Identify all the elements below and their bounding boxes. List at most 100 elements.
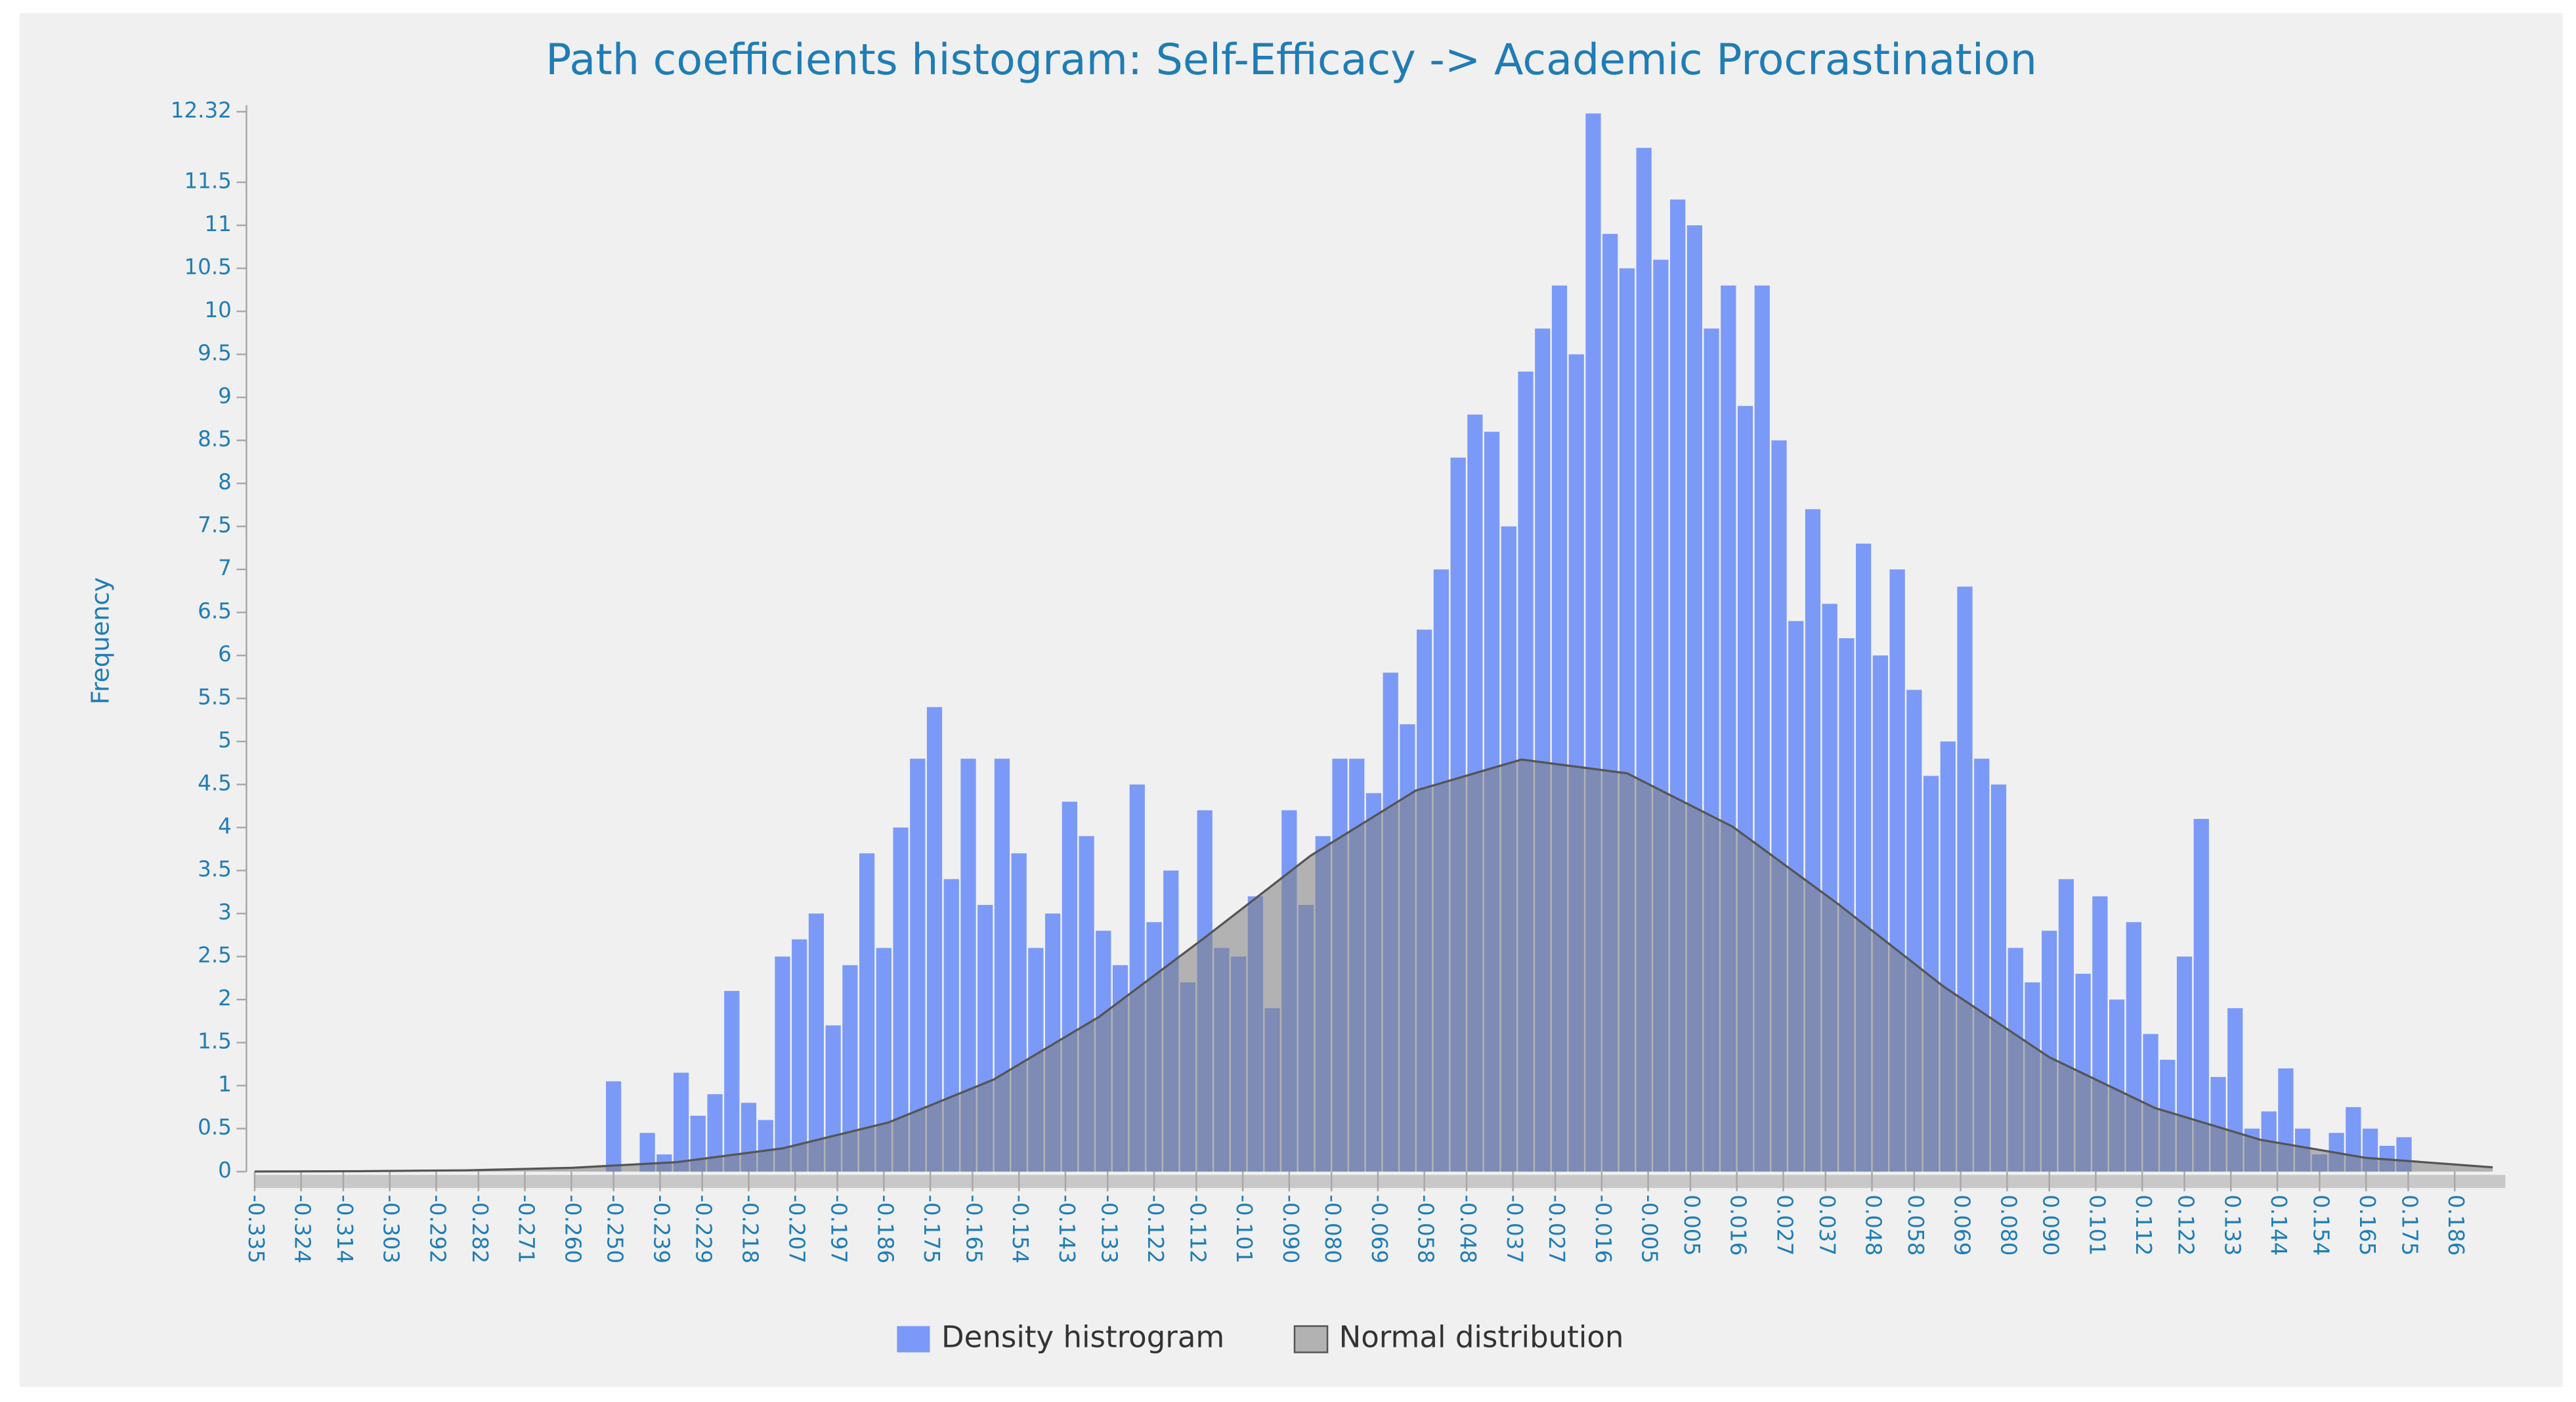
histogram-bar <box>876 948 891 1172</box>
histogram-bar <box>690 1116 706 1172</box>
histogram-bar <box>994 758 1010 1172</box>
histogram-bar <box>639 1133 655 1172</box>
x-tick-label: 0.122 <box>2174 1194 2199 1256</box>
y-tick-label: 0.5 <box>198 1115 232 1140</box>
x-tick-label: -0.005 <box>1637 1194 1662 1263</box>
histogram-bar <box>842 965 858 1172</box>
y-tick-label: 3.5 <box>198 857 232 882</box>
x-tick-label: -0.271 <box>514 1194 539 1263</box>
y-tick-label: 6 <box>218 642 232 667</box>
x-tick-label: 0.101 <box>2084 1194 2109 1256</box>
x-tick-label: 0.090 <box>2038 1194 2063 1256</box>
y-tick-label: 7 <box>218 556 232 581</box>
x-tick-label: -0.250 <box>603 1194 628 1263</box>
x-tick-label: 0.186 <box>2443 1194 2468 1256</box>
x-tick-label: -0.027 <box>1544 1194 1569 1263</box>
x-tick-label: 0.165 <box>2355 1194 2380 1256</box>
histogram-bar <box>926 707 943 1172</box>
x-tick-label: 0.133 <box>2220 1194 2244 1256</box>
x-tick-label: 0.027 <box>1772 1194 1797 1256</box>
x-tick-label: 0.112 <box>2131 1194 2156 1256</box>
legend-swatch <box>897 1326 930 1353</box>
x-tick-label: -0.282 <box>467 1194 492 1263</box>
histogram-bar <box>707 1094 723 1172</box>
x-tick-label: -0.080 <box>1320 1194 1345 1263</box>
x-tick-label: 0.154 <box>2308 1194 2333 1256</box>
distribution-area <box>254 759 2493 1172</box>
x-tick-label: -0.186 <box>872 1194 897 1263</box>
x-tick-label: -0.260 <box>560 1194 585 1263</box>
y-tick-label: 11.5 <box>184 169 231 194</box>
x-tick-label: 0.175 <box>2397 1194 2422 1256</box>
y-tick-label: 12.32 <box>171 98 232 123</box>
plot-area: 00.511.522.533.544.555.566.577.588.599.5… <box>171 98 2506 1354</box>
y-tick-label: 4.5 <box>198 771 232 796</box>
x-tick-label: 0.080 <box>1996 1194 2021 1256</box>
x-tick-label: -0.335 <box>244 1194 268 1263</box>
x-tick-label: 0.069 <box>1950 1194 1975 1256</box>
x-tick-label: -0.175 <box>919 1194 944 1263</box>
y-tick-label: 9 <box>218 383 232 408</box>
histogram-bar <box>808 913 825 1172</box>
x-tick-label: 0.144 <box>2266 1194 2291 1256</box>
x-tick-label: -0.207 <box>784 1194 809 1263</box>
y-tick-label: 10.5 <box>184 255 231 280</box>
x-tick-label: -0.037 <box>1502 1194 1527 1263</box>
y-tick-label: 2.5 <box>198 943 232 968</box>
y-tick-label: 4 <box>218 814 232 839</box>
y-tick-label: 8 <box>218 470 232 494</box>
histogram-bar <box>724 991 740 1172</box>
x-tick-label: -0.197 <box>826 1194 851 1263</box>
x-tick-label: -0.218 <box>737 1194 762 1263</box>
x-tick-label: -0.143 <box>1054 1194 1079 1263</box>
x-tick-label: -0.101 <box>1232 1194 1256 1263</box>
histogram-bar <box>960 758 976 1172</box>
x-tick-label: 0.016 <box>1726 1194 1751 1256</box>
y-tick-label: 0 <box>218 1158 232 1183</box>
x-tick-label: -0.154 <box>1008 1194 1033 1263</box>
y-tick-label: 1.5 <box>198 1029 232 1054</box>
x-tick-label: -0.303 <box>379 1194 404 1263</box>
x-tick-label: -0.069 <box>1367 1194 1392 1263</box>
y-tick-label: 5.5 <box>198 685 232 710</box>
x-axis-band <box>254 1175 2506 1189</box>
y-tick-label: 9.5 <box>198 341 232 366</box>
x-tick-label: -0.112 <box>1185 1194 1210 1263</box>
y-tick-label: 7.5 <box>198 513 232 538</box>
histogram-bar <box>792 939 807 1172</box>
y-tick-label: 8.5 <box>198 427 232 452</box>
x-tick-label: -0.324 <box>290 1194 315 1263</box>
x-tick-label: -0.090 <box>1278 1194 1303 1263</box>
x-tick-label: -0.239 <box>649 1194 674 1263</box>
x-tick-label: -0.048 <box>1455 1194 1480 1263</box>
y-tick-label: 3 <box>218 900 232 925</box>
legend-swatch <box>1293 1325 1329 1353</box>
y-tick-label: 6.5 <box>198 599 232 624</box>
y-tick-label: 2 <box>218 986 232 1011</box>
y-tick-label: 10 <box>204 297 231 322</box>
histogram-bar <box>673 1072 689 1172</box>
chart-title: Path coefficients histogram: Self-Effica… <box>546 35 2037 85</box>
legend-label: Density histrogram <box>941 1319 1224 1354</box>
y-tick-label: 5 <box>218 728 232 753</box>
x-tick-label: 0.037 <box>1814 1194 1839 1256</box>
y-axis-label: Frequency <box>86 577 115 705</box>
x-tick-label: -0.122 <box>1143 1194 1168 1263</box>
x-tick-label: 0.005 <box>1679 1194 1704 1256</box>
histogram-bar <box>775 956 790 1172</box>
histogram-bar <box>910 758 926 1172</box>
x-tick-label: -0.016 <box>1591 1194 1616 1263</box>
x-tick-label: -0.229 <box>691 1194 716 1263</box>
x-tick-label: 0.048 <box>1861 1194 1886 1256</box>
y-tick-label: 1 <box>218 1072 232 1097</box>
y-tick-label: 11 <box>204 211 231 236</box>
histogram-bar <box>606 1081 622 1172</box>
histogram-bar <box>2193 819 2209 1172</box>
x-tick-label: -0.133 <box>1096 1194 1121 1263</box>
x-tick-label: -0.292 <box>425 1194 450 1263</box>
x-tick-label: 0.058 <box>1903 1194 1928 1256</box>
x-tick-label: -0.058 <box>1413 1194 1438 1263</box>
histogram-bar <box>859 853 875 1172</box>
distribution-line <box>254 758 2493 1173</box>
